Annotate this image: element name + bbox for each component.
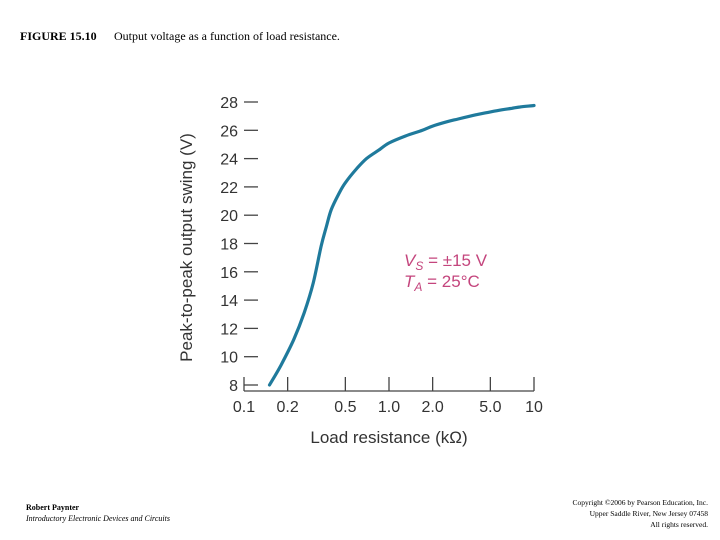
footer-author: Robert Paynter xyxy=(26,503,80,512)
x-tick-label: 10 xyxy=(525,399,543,416)
x-tick-label: 5.0 xyxy=(479,399,501,416)
chart-marks xyxy=(267,103,536,387)
figure-caption: Output voltage as a function of load res… xyxy=(114,29,340,43)
y-tick-label: 28 xyxy=(220,95,238,112)
copyright-line-1: Copyright ©2006 by Pearson Education, In… xyxy=(572,498,708,507)
series-line xyxy=(267,103,536,387)
chart-labels: 8 10 12 14 16 18 20 22 24 26 28 0.1 0.2 0.5 1.0 2.0 5.0 1… xyxy=(177,95,543,447)
y-axis-label: Peak-to-peak output swing (V) xyxy=(177,133,196,362)
footer-book: Introductory Electronic Devices and Circ… xyxy=(26,514,170,523)
figure-heading: FIGURE 15.10 Output voltage as a functio… xyxy=(20,29,340,44)
y-tick-label: 24 xyxy=(220,152,238,169)
footer-copyright: Copyright ©2006 by Pearson Education, In… xyxy=(573,497,708,530)
y-tick-label: 8 xyxy=(229,378,238,395)
copyright-line-2: Upper Saddle River, New Jersey 07458 xyxy=(589,509,708,518)
copyright-line-3: All rights reserved. xyxy=(650,520,708,529)
x-tick-label: 0.5 xyxy=(334,399,356,416)
x-tick-label: 0.1 xyxy=(233,399,255,416)
y-tick-label: 18 xyxy=(220,237,238,254)
chart-axes xyxy=(243,101,535,392)
chart-annotation: TA = 25°C xyxy=(404,272,480,294)
y-tick-label: 26 xyxy=(220,123,238,140)
x-tick-label: 1.0 xyxy=(378,399,400,416)
y-tick-label: 12 xyxy=(220,321,238,338)
y-tick-label: 22 xyxy=(220,180,238,197)
figure-number: FIGURE 15.10 xyxy=(20,29,97,43)
y-tick-label: 14 xyxy=(220,293,238,310)
x-axis-label: Load resistance (kΩ) xyxy=(310,428,467,447)
y-tick-label: 10 xyxy=(220,350,238,367)
y-tick-label: 16 xyxy=(220,265,238,282)
y-tick-label: 20 xyxy=(220,208,238,225)
x-tick-label: 0.2 xyxy=(277,399,299,416)
footer-left: Robert Paynter Introductory Electronic D… xyxy=(26,502,170,524)
x-tick-label: 2.0 xyxy=(422,399,444,416)
chart-annotation: VS = ±15 V xyxy=(404,251,488,273)
